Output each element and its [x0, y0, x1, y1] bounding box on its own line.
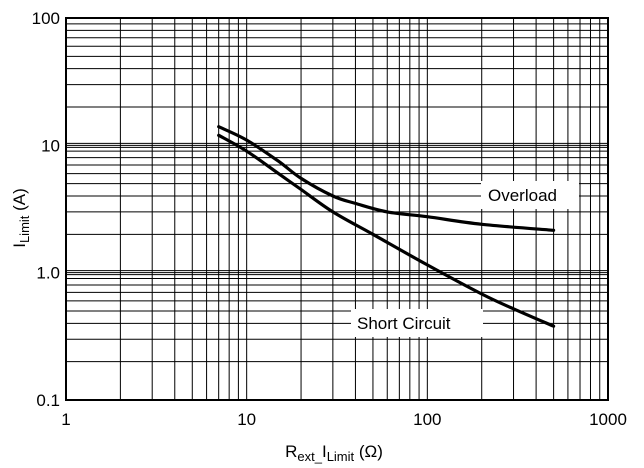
y-axis-title-sub: Limit	[17, 215, 32, 243]
x-tick-label: 1	[61, 410, 70, 429]
series-label-short-circuit: Short Circuit	[357, 314, 451, 333]
x-tick-label: 100	[413, 410, 441, 429]
y-axis-title-tail: (A)	[10, 188, 29, 215]
series-label-overload: Overload	[488, 186, 557, 205]
y-axis-title-main: I	[10, 243, 29, 248]
frame-layer	[65, 17, 609, 401]
series-line-overload	[217, 125, 556, 232]
tick-labels: 1 10 100 1000 0.1 1.0 10 100	[32, 9, 627, 429]
x-axis-title-tail: (Ω)	[354, 442, 383, 461]
y-tick-label: 0.1	[36, 391, 60, 410]
y-tick-label: 1.0	[36, 264, 60, 283]
x-axis-title-mid: I	[322, 442, 327, 461]
y-tick-label: 100	[32, 9, 60, 28]
y-axis-title: ILimit (A)	[10, 188, 32, 248]
x-axis-title: Rext_ILimit (Ω)	[285, 442, 383, 464]
label-bg-overload	[481, 181, 579, 209]
series-label-layer: Overload Short Circuit	[351, 181, 579, 337]
y-tick-label: 10	[41, 136, 60, 155]
series-layer	[217, 125, 556, 328]
x-tick-label: 1000	[589, 410, 627, 429]
plot-frame	[65, 17, 609, 401]
x-axis-title-sub1: ext_	[297, 449, 322, 464]
x-axis-title-sub2: Limit	[327, 449, 355, 464]
series-line-short-circuit	[217, 133, 556, 328]
x-axis-title-main: R	[285, 442, 297, 461]
x-tick-label: 10	[237, 410, 256, 429]
label-bg-short-circuit	[351, 309, 483, 337]
